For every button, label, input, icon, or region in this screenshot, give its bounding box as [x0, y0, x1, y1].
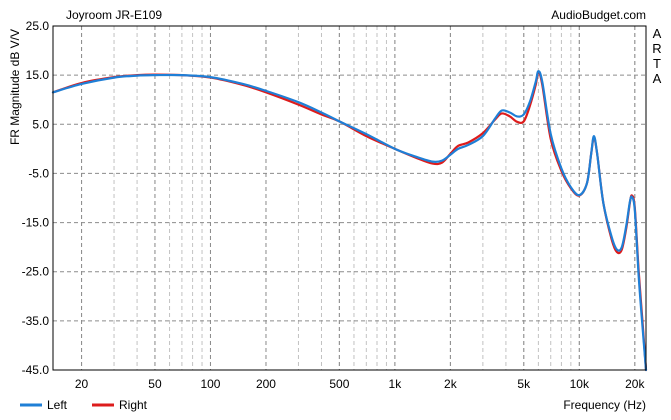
tick-labels: 20 50 100 200 500 1k 2k 5k 10k 20k 25.0 15.0 5.0 -5.0… [22, 19, 646, 391]
x-tick-label: 20k [625, 377, 645, 391]
x-tick-label: 500 [329, 377, 349, 391]
chart-title: Joyroom JR-E109 [66, 8, 162, 22]
y-tick-label: 25.0 [26, 19, 50, 33]
x-tick-label: 2k [444, 377, 458, 391]
y-tick-label: -25.0 [22, 265, 50, 279]
series-line-right [51, 71, 648, 372]
side-label-letter: R [652, 41, 661, 56]
x-tick-label: 100 [200, 377, 220, 391]
series-layer [51, 70, 648, 372]
side-label-letter: T [653, 56, 661, 71]
legend-label-right: Right [119, 398, 148, 412]
x-tick-label: 50 [148, 377, 162, 391]
x-tick-label: 5k [517, 377, 531, 391]
y-tick-label: -5.0 [28, 166, 49, 180]
legend: Left Right [20, 398, 148, 412]
minor-grid [81, 26, 636, 370]
plot-frame [52, 25, 647, 371]
y-tick-label: -15.0 [22, 216, 50, 230]
x-tick-label: 10k [570, 377, 590, 391]
source-label: AudioBudget.com [551, 8, 646, 22]
x-axis-label: Frequency (Hz) [563, 398, 646, 412]
x-tick-label: 200 [256, 377, 276, 391]
y-axis-label: FR Magnitude dB V/V [8, 29, 22, 145]
legend-label-left: Left [47, 398, 68, 412]
x-tick-label: 20 [75, 377, 89, 391]
y-tick-label: 15.0 [26, 68, 50, 82]
y-tick-label: 5.0 [32, 117, 49, 131]
y-tick-label: -35.0 [22, 314, 50, 328]
y-tick-label: -45.0 [22, 363, 50, 377]
side-label-letter: A [653, 71, 662, 86]
major-grid [53, 25, 646, 371]
series-line-left [51, 70, 648, 372]
side-label-letter: A [653, 26, 662, 41]
x-tick-label: 1k [389, 377, 403, 391]
